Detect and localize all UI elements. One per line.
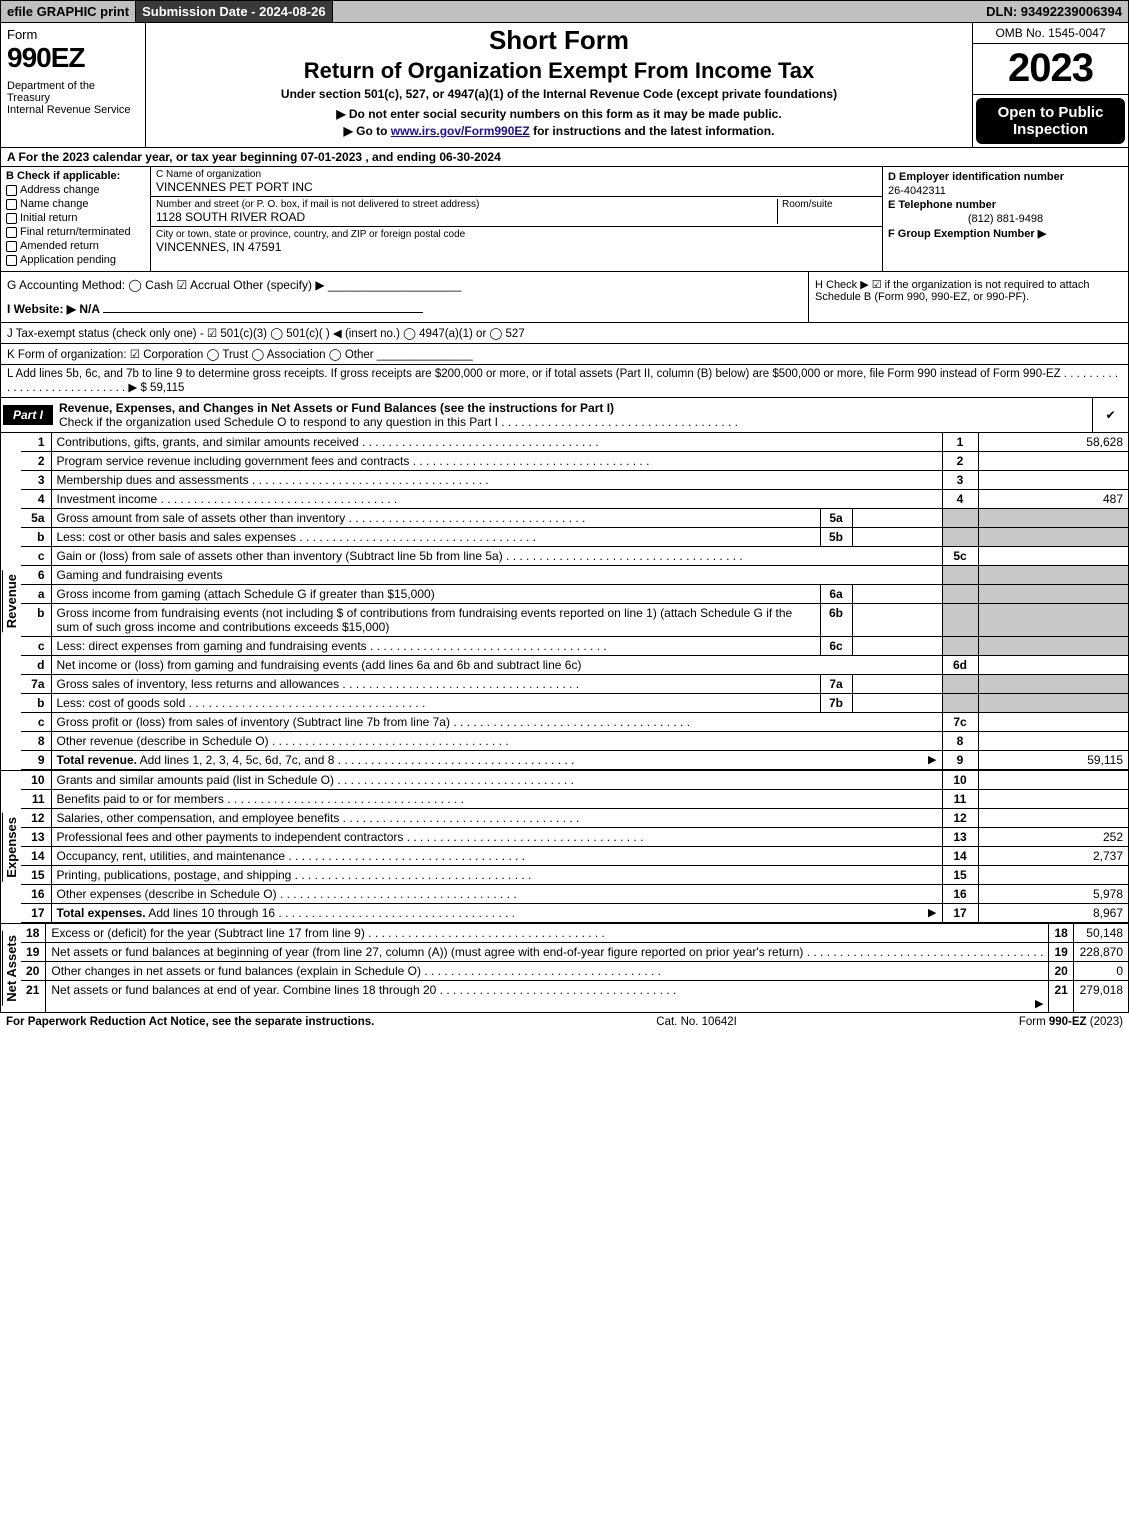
part-1-header: Part I Revenue, Expenses, and Changes in… bbox=[1, 398, 1128, 433]
row-k-form-of-org: K Form of organization: ☑ Corporation ◯ … bbox=[1, 344, 1128, 365]
line-7b: bLess: cost of goods sold7b bbox=[21, 694, 1128, 713]
page-footer: For Paperwork Reduction Act Notice, see … bbox=[0, 1013, 1129, 1028]
expenses-vlabel: Expenses bbox=[2, 813, 20, 882]
line-7a: 7aGross sales of inventory, less returns… bbox=[21, 675, 1128, 694]
form-frame: Form 990EZ Department of the Treasury In… bbox=[0, 23, 1129, 1013]
line-8: 8Other revenue (describe in Schedule O)8 bbox=[21, 732, 1128, 751]
line-20: 20Other changes in net assets or fund ba… bbox=[21, 962, 1128, 981]
line-6b: bGross income from fundraising events (n… bbox=[21, 604, 1128, 637]
line-5c: cGain or (loss) from sale of assets othe… bbox=[21, 547, 1128, 566]
col-c-org-info: C Name of organization VINCENNES PET POR… bbox=[151, 167, 883, 271]
chk-final-return[interactable]: Final return/terminated bbox=[6, 226, 145, 238]
revenue-vlabel: Revenue bbox=[2, 570, 20, 632]
row-gh: G Accounting Method: ◯ Cash ☑ Accrual Ot… bbox=[1, 272, 1128, 323]
phone-value: (812) 881-9498 bbox=[888, 213, 1123, 225]
part-1-check: ✔ bbox=[1092, 398, 1128, 432]
line-21: 21Net assets or fund balances at end of … bbox=[21, 981, 1128, 1013]
line-1: 1Contributions, gifts, grants, and simil… bbox=[21, 433, 1128, 452]
part-1-title: Revenue, Expenses, and Changes in Net As… bbox=[59, 398, 1092, 432]
top-bar: efile GRAPHIC print Submission Date - 20… bbox=[0, 0, 1129, 23]
chk-name-change[interactable]: Name change bbox=[6, 198, 145, 210]
line-12: 12Salaries, other compensation, and empl… bbox=[21, 809, 1128, 828]
ssn-note: ▶ Do not enter social security numbers o… bbox=[156, 107, 962, 121]
chk-amended-return[interactable]: Amended return bbox=[6, 240, 145, 252]
omb-number: OMB No. 1545-0047 bbox=[973, 23, 1128, 44]
org-name: VINCENNES PET PORT INC bbox=[156, 180, 877, 194]
chk-initial-return[interactable]: Initial return bbox=[6, 212, 145, 224]
line-13: 13Professional fees and other payments t… bbox=[21, 828, 1128, 847]
title-return: Return of Organization Exempt From Incom… bbox=[156, 58, 962, 84]
net-assets-vlabel: Net Assets bbox=[2, 931, 20, 1006]
form-ref: Form 990-EZ (2023) bbox=[1019, 1016, 1123, 1028]
line-3: 3Membership dues and assessments3 bbox=[21, 471, 1128, 490]
paperwork-notice: For Paperwork Reduction Act Notice, see … bbox=[6, 1016, 374, 1028]
goto-note: ▶ Go to www.irs.gov/Form990EZ for instru… bbox=[156, 124, 962, 138]
revenue-table: 1Contributions, gifts, grants, and simil… bbox=[21, 433, 1128, 770]
col-b-checkboxes: B Check if applicable: Address change Na… bbox=[1, 167, 151, 271]
dept-label: Department of the Treasury Internal Reve… bbox=[7, 80, 139, 116]
line-6a: aGross income from gaming (attach Schedu… bbox=[21, 585, 1128, 604]
line-16: 16Other expenses (describe in Schedule O… bbox=[21, 885, 1128, 904]
submission-date: Submission Date - 2024-08-26 bbox=[136, 1, 333, 22]
group-exemption-label: F Group Exemption Number ▶ bbox=[888, 228, 1046, 240]
line-11: 11Benefits paid to or for members11 bbox=[21, 790, 1128, 809]
irs-link[interactable]: www.irs.gov/Form990EZ bbox=[391, 124, 530, 138]
accounting-method: G Accounting Method: ◯ Cash ☑ Accrual Ot… bbox=[7, 278, 802, 292]
ein-label: D Employer identification number bbox=[888, 171, 1064, 183]
efile-label[interactable]: efile GRAPHIC print bbox=[1, 1, 136, 22]
line-19: 19Net assets or fund balances at beginni… bbox=[21, 943, 1128, 962]
schedule-b-check: H Check ▶ ☑ if the organization is not r… bbox=[808, 272, 1128, 322]
net-assets-table: 18Excess or (deficit) for the year (Subt… bbox=[21, 924, 1128, 1012]
title-short-form: Short Form bbox=[156, 25, 962, 56]
website-row: I Website: ▶ N/A bbox=[7, 302, 802, 316]
city-value: VINCENNES, IN 47591 bbox=[156, 240, 877, 254]
row-a-tax-year: A For the 2023 calendar year, or tax yea… bbox=[1, 148, 1128, 167]
revenue-section: Revenue 1Contributions, gifts, grants, a… bbox=[1, 433, 1128, 771]
line-2: 2Program service revenue including gover… bbox=[21, 452, 1128, 471]
street-label: Number and street (or P. O. box, if mail… bbox=[156, 199, 777, 210]
line-7c: cGross profit or (loss) from sales of in… bbox=[21, 713, 1128, 732]
ein-value: 26-4042311 bbox=[888, 185, 1123, 197]
line-9: 9Total revenue. Add lines 1, 2, 3, 4, 5c… bbox=[21, 751, 1128, 770]
line-6: 6Gaming and fundraising events bbox=[21, 566, 1128, 585]
line-15: 15Printing, publications, postage, and s… bbox=[21, 866, 1128, 885]
chk-address-change[interactable]: Address change bbox=[6, 184, 145, 196]
cat-no: Cat. No. 10642I bbox=[656, 1016, 737, 1028]
line-10: 10Grants and similar amounts paid (list … bbox=[21, 771, 1128, 790]
line-18: 18Excess or (deficit) for the year (Subt… bbox=[21, 924, 1128, 943]
form-number: 990EZ bbox=[7, 42, 139, 74]
row-j-tax-exempt: J Tax-exempt status (check only one) - ☑… bbox=[1, 323, 1128, 344]
form-header: Form 990EZ Department of the Treasury In… bbox=[1, 23, 1128, 148]
col-def: D Employer identification number 26-4042… bbox=[883, 167, 1128, 271]
line-5b: bLess: cost or other basis and sales exp… bbox=[21, 528, 1128, 547]
line-14: 14Occupancy, rent, utilities, and mainte… bbox=[21, 847, 1128, 866]
line-17: 17Total expenses. Add lines 10 through 1… bbox=[21, 904, 1128, 923]
phone-label: E Telephone number bbox=[888, 199, 996, 211]
open-to-public: Open to Public Inspection bbox=[976, 98, 1125, 144]
line-6c: cLess: direct expenses from gaming and f… bbox=[21, 637, 1128, 656]
line-4: 4Investment income4487 bbox=[21, 490, 1128, 509]
dln: DLN: 93492239006394 bbox=[980, 1, 1128, 22]
tax-year: 2023 bbox=[973, 44, 1128, 95]
org-name-label: C Name of organization bbox=[156, 169, 877, 180]
street-value: 1128 SOUTH RIVER ROAD bbox=[156, 210, 777, 224]
header-right: OMB No. 1545-0047 2023 Open to Public In… bbox=[973, 23, 1128, 147]
header-center: Short Form Return of Organization Exempt… bbox=[146, 23, 973, 147]
row-l-gross-receipts: L Add lines 5b, 6c, and 7b to line 9 to … bbox=[1, 365, 1128, 398]
header-subtitle: Under section 501(c), 527, or 4947(a)(1)… bbox=[156, 87, 962, 101]
room-label: Room/suite bbox=[782, 199, 877, 210]
part-1-tab: Part I bbox=[3, 405, 53, 425]
expenses-section: Expenses 10Grants and similar amounts pa… bbox=[1, 771, 1128, 924]
section-bcdef: B Check if applicable: Address change Na… bbox=[1, 167, 1128, 272]
city-label: City or town, state or province, country… bbox=[156, 229, 877, 240]
expenses-table: 10Grants and similar amounts paid (list … bbox=[21, 771, 1128, 923]
header-left: Form 990EZ Department of the Treasury In… bbox=[1, 23, 146, 147]
line-6d: dNet income or (loss) from gaming and fu… bbox=[21, 656, 1128, 675]
net-assets-section: Net Assets 18Excess or (deficit) for the… bbox=[1, 924, 1128, 1012]
form-word: Form bbox=[7, 27, 139, 42]
line-5a: 5aGross amount from sale of assets other… bbox=[21, 509, 1128, 528]
chk-application-pending[interactable]: Application pending bbox=[6, 254, 145, 266]
